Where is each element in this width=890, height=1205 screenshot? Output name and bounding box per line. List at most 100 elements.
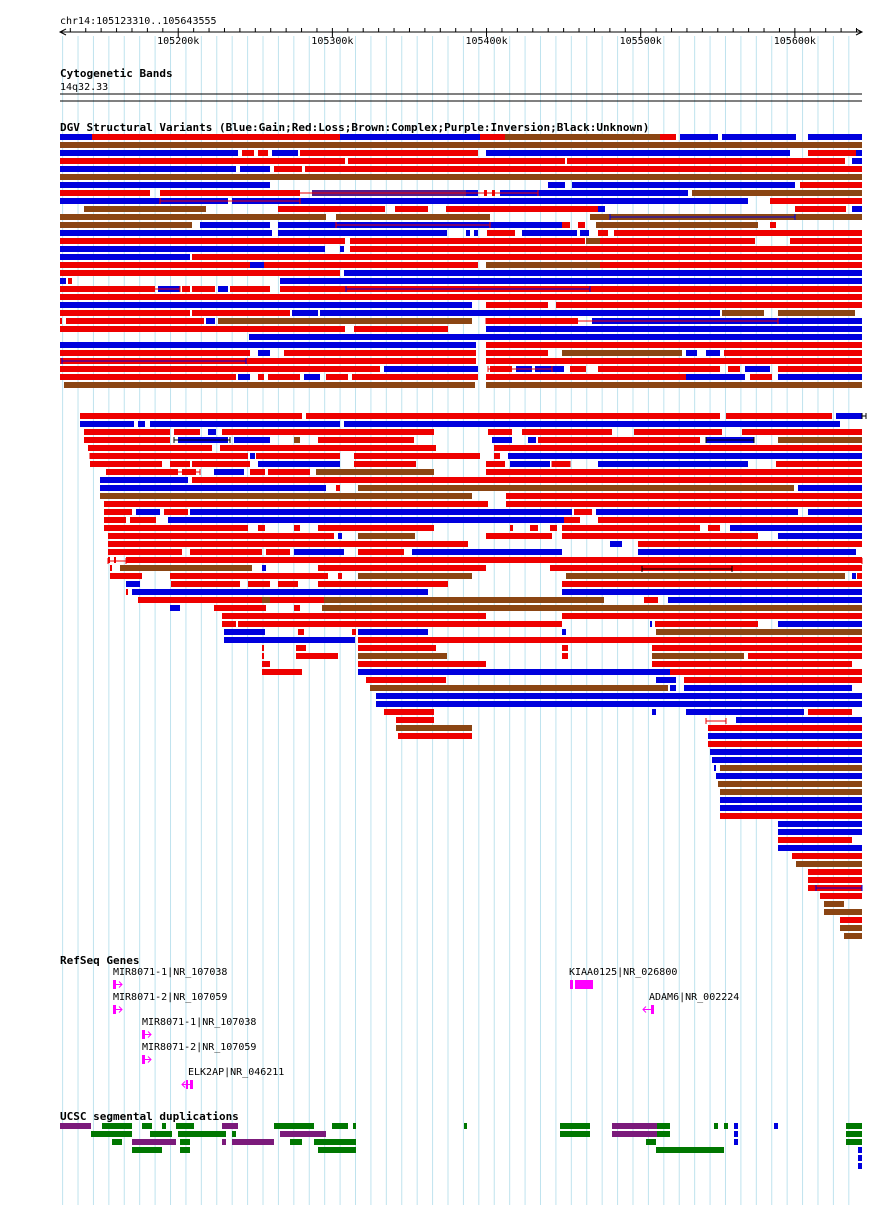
dgv-variant[interactable] [258, 374, 264, 380]
dgv-variant[interactable] [326, 374, 348, 380]
dgv-variant[interactable] [294, 549, 344, 555]
dgv-variant[interactable] [210, 509, 572, 515]
dgv-variant[interactable] [108, 557, 110, 563]
segdup-feature[interactable] [612, 1131, 657, 1137]
dgv-variant[interactable] [852, 158, 862, 164]
dgv-variant[interactable] [716, 773, 862, 779]
segdup-feature[interactable] [714, 1123, 718, 1129]
dgv-variant[interactable] [258, 150, 268, 156]
dgv-variant[interactable] [354, 326, 448, 332]
segdup-feature[interactable] [858, 1155, 862, 1161]
dgv-variant[interactable] [857, 573, 862, 579]
gene-model[interactable] [642, 1005, 654, 1014]
dgv-variant[interactable] [722, 310, 764, 316]
dgv-variant[interactable] [598, 461, 748, 467]
dgv-variant[interactable] [80, 413, 302, 419]
dgv-variant[interactable] [548, 182, 565, 188]
dgv-variant[interactable] [798, 485, 862, 491]
dgv-variant[interactable] [770, 198, 862, 204]
dgv-variant[interactable] [60, 174, 862, 180]
dgv-variant[interactable] [820, 893, 862, 899]
dgv-variant[interactable] [104, 509, 132, 515]
segdup-feature[interactable] [132, 1147, 162, 1153]
dgv-variant[interactable] [808, 150, 856, 156]
dgv-variant[interactable] [494, 453, 500, 459]
dgv-variant[interactable] [486, 469, 862, 475]
dgv-variant[interactable] [318, 581, 448, 587]
dgv-variant[interactable] [720, 797, 862, 803]
dgv-variant[interactable] [800, 182, 862, 188]
dgv-variant[interactable] [358, 573, 472, 579]
dgv-variant[interactable] [300, 150, 478, 156]
dgv-variant[interactable] [808, 509, 862, 515]
dgv-variant[interactable] [268, 469, 310, 475]
dgv-variant[interactable] [670, 685, 676, 691]
dgv-variant[interactable] [686, 374, 745, 380]
dgv-variant[interactable] [296, 645, 306, 651]
dgv-variant[interactable] [506, 501, 862, 507]
gene-label[interactable]: MIR8071-1|NR_107038 [142, 1017, 256, 1028]
segdup-feature[interactable] [222, 1139, 226, 1145]
dgv-variant[interactable] [778, 621, 862, 627]
dgv-variant[interactable] [258, 461, 340, 467]
dgv-variant[interactable] [652, 645, 862, 651]
dgv-variant[interactable] [170, 605, 180, 611]
dgv-variant[interactable] [790, 238, 862, 244]
dgv-variant[interactable] [358, 485, 794, 491]
dgv-variant[interactable] [562, 653, 568, 659]
dgv-variant[interactable] [742, 429, 862, 435]
dgv-variant[interactable] [60, 294, 862, 300]
dgv-variant[interactable] [108, 549, 182, 555]
dgv-variant[interactable] [230, 286, 270, 292]
gene-label[interactable]: ELK2AP|NR_046211 [188, 1067, 284, 1078]
segdup-feature[interactable] [91, 1131, 132, 1137]
dgv-variant[interactable] [88, 445, 212, 451]
dgv-variant[interactable] [358, 653, 447, 659]
dgv-variant[interactable] [745, 366, 770, 372]
dgv-variant[interactable] [708, 733, 862, 739]
dgv-variant[interactable] [258, 350, 270, 356]
dgv-variant[interactable] [350, 246, 862, 252]
dgv-variant[interactable] [500, 190, 688, 196]
dgv-variant[interactable] [710, 749, 862, 755]
dgv-variant[interactable] [90, 461, 162, 467]
dgv-variant[interactable] [274, 166, 302, 172]
dgv-variant[interactable] [354, 461, 416, 467]
dgv-variant[interactable] [316, 469, 434, 475]
dgv-variant[interactable] [505, 134, 660, 140]
dgv-variant[interactable] [60, 214, 326, 220]
dgv-variant[interactable] [634, 429, 722, 435]
dgv-variant[interactable] [598, 230, 608, 236]
gene-label[interactable]: MIR8071-2|NR_107059 [113, 992, 227, 1003]
dgv-variant[interactable] [238, 621, 562, 627]
dgv-variant[interactable] [586, 238, 600, 244]
dgv-variant[interactable] [562, 581, 862, 587]
dgv-variant[interactable] [562, 589, 862, 595]
gene-model[interactable] [142, 1030, 152, 1039]
dgv-variant[interactable] [652, 653, 744, 659]
dgv-variant[interactable] [530, 525, 538, 531]
dgv-variant[interactable] [305, 166, 862, 172]
dgv-variant[interactable] [322, 605, 862, 611]
dgv-variant[interactable] [170, 573, 328, 579]
segdup-feature[interactable] [464, 1123, 467, 1129]
segdup-feature[interactable] [774, 1123, 778, 1129]
dgv-variant[interactable] [795, 206, 846, 212]
dgv-variant[interactable] [60, 246, 325, 252]
dgv-variant[interactable] [572, 182, 795, 188]
dgv-variant[interactable] [792, 853, 862, 859]
dgv-variant[interactable] [168, 517, 564, 523]
dgv-variant[interactable] [100, 493, 472, 499]
gene-model[interactable] [570, 980, 593, 989]
dgv-variant[interactable] [708, 741, 862, 747]
segdup-feature[interactable] [846, 1131, 862, 1137]
dgv-variant[interactable] [652, 661, 852, 667]
dgv-variant[interactable] [566, 565, 862, 571]
dgv-variant[interactable] [395, 206, 428, 212]
dgv-variant[interactable] [730, 525, 862, 531]
dgv-variant[interactable] [298, 629, 304, 635]
dgv-variant[interactable] [852, 206, 862, 212]
dgv-variant[interactable] [104, 525, 248, 531]
dgv-variant[interactable] [844, 933, 862, 939]
dgv-variant[interactable] [60, 142, 480, 148]
